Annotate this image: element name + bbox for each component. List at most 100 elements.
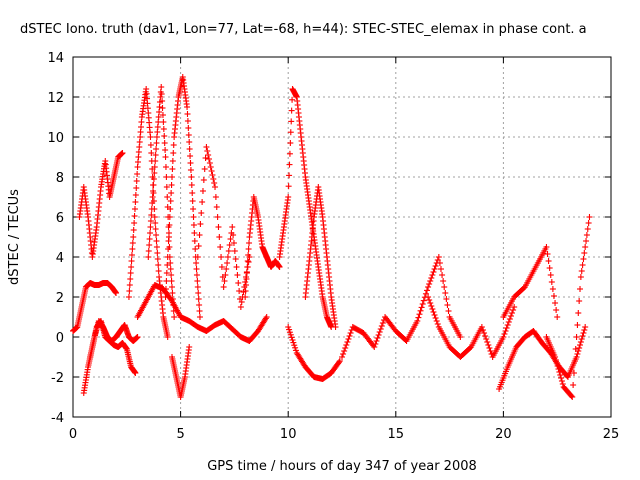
data-point: [153, 146, 160, 152]
data-point: [441, 284, 448, 290]
data-point: [193, 260, 200, 266]
data-point: [550, 293, 557, 299]
x-axis-label: GPS time / hours of day 347 of year 2008: [207, 459, 477, 474]
x-tick-label: 5: [176, 427, 184, 442]
data-point: [168, 278, 175, 284]
data-point: [263, 314, 270, 320]
data-point: [133, 178, 140, 184]
data-point: [187, 167, 194, 173]
data-point: [430, 269, 437, 275]
data-point: [222, 272, 229, 278]
data-point: [155, 268, 162, 274]
data-point: [371, 344, 378, 350]
data-point: [201, 166, 208, 172]
data-point: [130, 234, 137, 240]
data-point: [131, 206, 138, 212]
data-point: [416, 311, 423, 318]
data-point: [557, 372, 564, 378]
data-point: [170, 142, 177, 148]
data-point: [168, 272, 175, 278]
series-arc-dip-5: [168, 344, 193, 400]
data-point: [570, 382, 577, 388]
data-point: [167, 260, 174, 266]
data-point: [578, 268, 585, 274]
data-point: [335, 359, 342, 366]
data-point: [552, 300, 559, 306]
y-tick-label: 10: [47, 131, 64, 146]
data-point: [435, 254, 442, 260]
data-point: [583, 238, 590, 244]
data-point: [165, 238, 172, 244]
data-point: [206, 160, 213, 166]
data-point: [150, 188, 157, 194]
data-point: [375, 332, 382, 338]
y-axis-label: dSTEC / TECUs: [7, 189, 22, 285]
data-point: [151, 164, 158, 170]
data-point: [147, 134, 154, 140]
data-point: [242, 294, 249, 300]
data-point: [340, 351, 347, 357]
data-point: [577, 342, 584, 348]
data-point: [202, 155, 209, 161]
data-point: [147, 224, 154, 230]
data-point: [245, 259, 252, 265]
data-point: [427, 278, 434, 284]
data-point: [341, 348, 348, 354]
data-point: [190, 206, 197, 212]
data-point: [568, 393, 575, 399]
data-point: [215, 224, 222, 230]
data-point: [244, 258, 251, 264]
data-point: [218, 264, 225, 270]
data-point: [200, 177, 207, 183]
data-point: [226, 242, 233, 248]
data-point: [230, 232, 237, 238]
data-point: [285, 324, 292, 330]
data-point: [427, 300, 434, 306]
data-point: [218, 254, 225, 260]
data-point: [577, 286, 584, 292]
data-point: [581, 327, 588, 333]
data-point: [165, 230, 172, 236]
y-tick-label: 2: [56, 291, 64, 306]
data-point: [336, 358, 343, 364]
data-point: [188, 182, 195, 188]
data-point: [243, 276, 250, 282]
data-point: [418, 304, 425, 311]
data-point: [286, 172, 293, 179]
data-point: [186, 139, 193, 145]
data-point: [133, 185, 140, 191]
data-point: [167, 198, 174, 204]
data-point: [193, 266, 200, 272]
data-point: [553, 307, 560, 313]
data-point: [425, 294, 432, 300]
data-point: [126, 288, 133, 294]
data-point: [559, 381, 566, 387]
data-point: [583, 232, 590, 238]
data-point: [190, 214, 197, 220]
data-point: [168, 284, 175, 290]
data-point: [574, 351, 581, 357]
data-point: [229, 224, 236, 230]
data-point: [573, 334, 580, 340]
data-point: [153, 232, 160, 238]
data-point: [437, 266, 444, 272]
data-point: [429, 272, 436, 278]
data-point: [286, 326, 293, 333]
series-arc-noise-17-20: [425, 294, 518, 360]
data-point: [195, 243, 202, 249]
data-point: [163, 270, 170, 276]
data-point: [262, 315, 269, 322]
data-point: [543, 244, 550, 250]
data-point: [230, 240, 237, 246]
data-point: [343, 342, 350, 348]
y-tick-label: 6: [56, 211, 64, 226]
data-point: [224, 260, 231, 266]
data-point: [212, 184, 219, 190]
data-point: [184, 104, 191, 110]
data-point: [569, 394, 576, 400]
data-point: [184, 111, 191, 117]
data-point: [169, 166, 176, 172]
data-point: [577, 274, 584, 280]
data-point: [214, 214, 221, 220]
